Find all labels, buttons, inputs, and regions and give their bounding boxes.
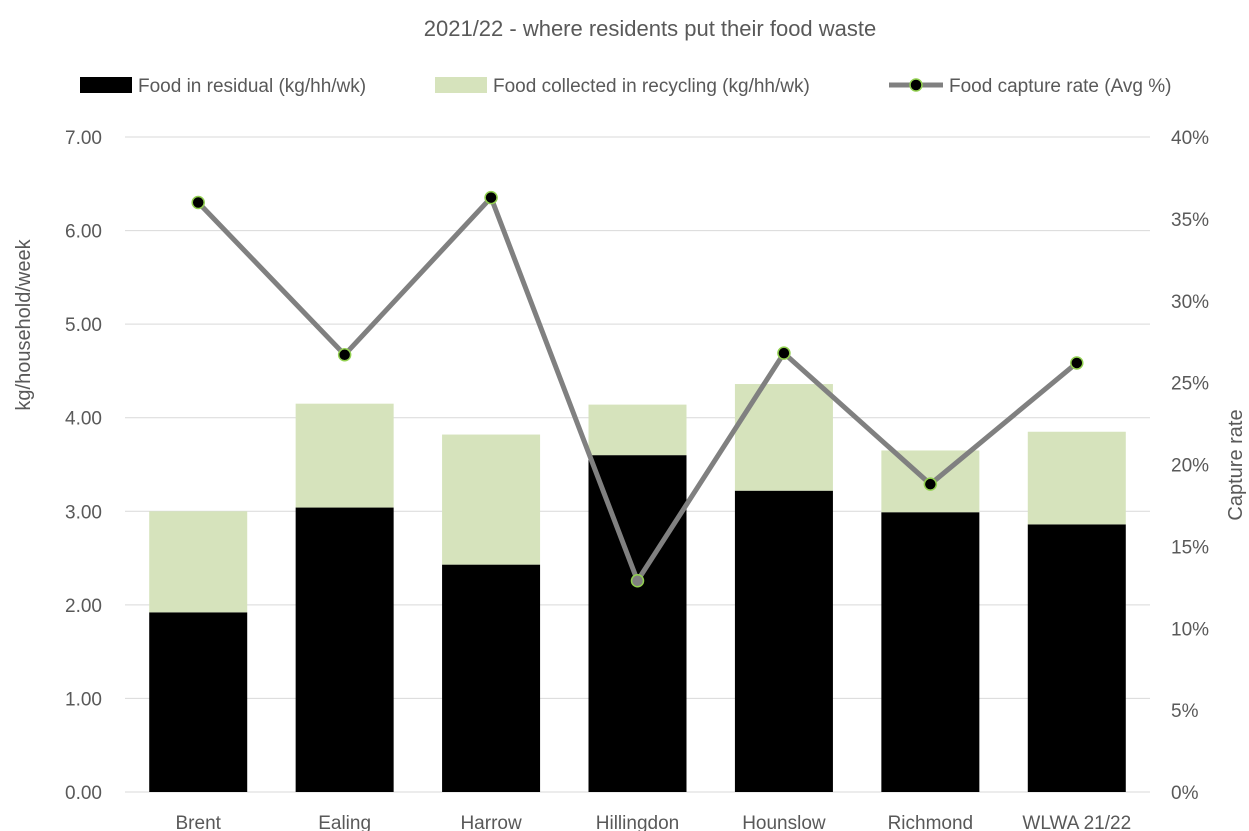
x-tick-label: Richmond bbox=[888, 813, 974, 831]
capture-rate-point bbox=[191, 195, 205, 210]
bar-recycling bbox=[149, 511, 248, 613]
y-axis-title: kg/household/week bbox=[13, 238, 35, 410]
y-tick-label: 3.00 bbox=[65, 502, 102, 523]
x-tick-label: Hillingdon bbox=[596, 813, 679, 831]
bars bbox=[149, 384, 1126, 792]
bar-residual bbox=[149, 612, 248, 792]
bar-recycling bbox=[1027, 431, 1126, 525]
legend-marker-capture-rate bbox=[909, 78, 923, 92]
x-tick-label: Hounslow bbox=[742, 813, 826, 831]
y2-tick-label: 15% bbox=[1171, 537, 1209, 558]
y-tick-label: 5.00 bbox=[65, 315, 102, 336]
y2-tick-label: 30% bbox=[1171, 292, 1209, 313]
y-tick-label: 2.00 bbox=[65, 596, 102, 617]
x-tick-label: Ealing bbox=[318, 813, 371, 831]
y2-tick-label: 25% bbox=[1171, 374, 1209, 395]
legend-item-recycling: Food collected in recycling (kg/hh/wk) bbox=[435, 76, 810, 97]
capture-rate-point bbox=[777, 346, 791, 360]
legend-label-recycling: Food collected in recycling (kg/hh/wk) bbox=[493, 76, 810, 97]
x-tick-label: Harrow bbox=[460, 813, 522, 831]
legend-swatch-residual bbox=[80, 77, 132, 93]
bar-recycling bbox=[588, 404, 687, 456]
x-tick-label: WLWA 21/22 bbox=[1022, 813, 1131, 831]
y2-tick-label: 35% bbox=[1171, 210, 1209, 231]
y-tick-label: 7.00 bbox=[65, 128, 102, 149]
bar-residual bbox=[588, 455, 687, 792]
chart-title: 2021/22 - where residents put their food… bbox=[424, 16, 877, 41]
axis-ticks: 0.00 1.00 2.00 3.00 4.00 5.00 6.00 7.00 0% 5% 10% 1… bbox=[65, 128, 1209, 831]
capture-rate-point bbox=[923, 477, 938, 491]
y-tick-label: 0.00 bbox=[65, 783, 102, 804]
y2-tick-label: 5% bbox=[1171, 701, 1199, 722]
bar-recycling bbox=[734, 384, 833, 491]
y2-tick-label: 10% bbox=[1171, 619, 1209, 640]
capture-rate-point bbox=[630, 574, 645, 588]
legend-label-residual: Food in residual (kg/hh/wk) bbox=[138, 76, 366, 97]
y-tick-label: 6.00 bbox=[65, 222, 102, 243]
legend-item-capture-rate: Food capture rate (Avg %) bbox=[889, 76, 1171, 97]
bar-residual bbox=[734, 490, 833, 792]
legend-label-capture-rate: Food capture rate (Avg %) bbox=[949, 76, 1171, 97]
y2-tick-label: 40% bbox=[1171, 128, 1209, 149]
legend-item-residual: Food in residual (kg/hh/wk) bbox=[80, 76, 366, 97]
y2-tick-label: 0% bbox=[1171, 783, 1199, 804]
bar-residual bbox=[1027, 524, 1126, 792]
capture-rate-line bbox=[191, 190, 1084, 588]
legend-swatch-recycling bbox=[435, 77, 487, 93]
bar-recycling bbox=[442, 434, 541, 565]
y-tick-label: 1.00 bbox=[65, 689, 102, 710]
legend: Food in residual (kg/hh/wk) Food collect… bbox=[80, 76, 1171, 97]
capture-rate-point bbox=[1070, 356, 1084, 370]
x-tick-label: Brent bbox=[176, 813, 222, 831]
capture-rate-point bbox=[337, 348, 352, 362]
bar-residual bbox=[442, 564, 541, 792]
bar-residual bbox=[295, 507, 394, 792]
y2-axis-title: Capture rate bbox=[1225, 409, 1247, 520]
capture-rate-point bbox=[484, 190, 498, 205]
bar-residual bbox=[881, 512, 980, 792]
y2-tick-label: 20% bbox=[1171, 456, 1209, 477]
bar-recycling bbox=[295, 403, 394, 508]
y-tick-label: 4.00 bbox=[65, 409, 102, 430]
